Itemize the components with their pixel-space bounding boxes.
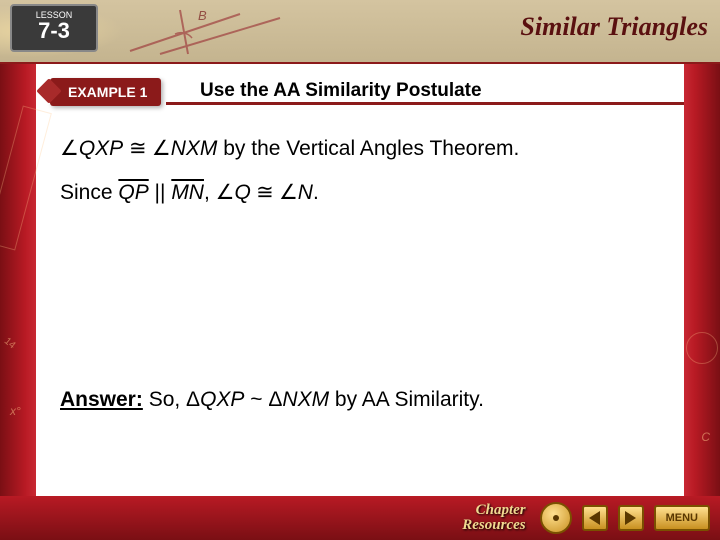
- chevron-right-icon: [625, 511, 636, 525]
- resources-disc-icon[interactable]: [540, 502, 572, 534]
- left-decor-x: x°: [10, 404, 21, 418]
- triangle-qxp: QXP: [200, 388, 244, 411]
- right-sidebar: C: [684, 64, 720, 496]
- example-underline: [166, 102, 684, 105]
- answer-block: Answer: So, ΔQXP ~ ΔNXM by AA Similarity…: [60, 388, 664, 412]
- segment-mn: MN: [171, 181, 204, 204]
- left-sidebar: 14 x°: [0, 64, 36, 496]
- angle-nxm: NXM: [171, 137, 218, 160]
- chapter-title: Similar Triangles: [520, 12, 708, 42]
- menu-button[interactable]: MENU: [654, 505, 710, 531]
- geom-label-b: B: [198, 8, 207, 23]
- example-badge: EXAMPLE 1: [50, 78, 161, 106]
- bottom-toolbar: Chapter Resources MENU: [0, 496, 720, 540]
- angle-symbol: ∠: [60, 136, 79, 160]
- parallel-symbol: ||: [149, 181, 172, 204]
- proof-line-1: ∠QXP ≅ ∠NXM by the Vertical Angles Theor…: [60, 132, 664, 166]
- angle-symbol: ∠: [216, 180, 235, 204]
- proof-content: ∠QXP ≅ ∠NXM by the Vertical Angles Theor…: [60, 132, 664, 249]
- lesson-number: 7-3: [38, 18, 70, 43]
- angle-n: N: [298, 181, 313, 204]
- chapter-resources-label: Chapter Resources: [462, 503, 525, 533]
- answer-label: Answer:: [60, 388, 143, 411]
- segment-qp: QP: [118, 181, 148, 204]
- angle-symbol: ∠: [152, 136, 171, 160]
- answer-suffix: by AA Similarity.: [329, 388, 484, 411]
- example-title: Use the AA Similarity Postulate: [200, 80, 482, 102]
- angle-q: Q: [234, 181, 250, 204]
- similar-symbol: ~ Δ: [244, 388, 282, 411]
- top-banner: LESSON 7-3 B Similar Triangles: [0, 0, 720, 64]
- triangle-nxm: NXM: [282, 388, 329, 411]
- angle-qxp: QXP: [79, 137, 123, 160]
- since-text: Since: [60, 181, 118, 204]
- proof-line-2: Since QP || MN, ∠Q ≅ ∠N.: [60, 176, 664, 210]
- congruent-symbol: ≅: [251, 180, 279, 204]
- chevron-left-icon: [589, 511, 600, 525]
- geometry-decoration: B: [120, 6, 320, 56]
- right-decor-c: C: [701, 430, 710, 444]
- answer-prefix: So, Δ: [143, 388, 200, 411]
- slide-root: LESSON 7-3 B Similar Triangles 14 x° C E…: [0, 0, 720, 540]
- left-decor-num: 14: [2, 336, 18, 352]
- next-button[interactable]: [618, 505, 644, 531]
- angle-symbol: ∠: [279, 180, 298, 204]
- comma: ,: [204, 181, 216, 204]
- reason-1: by the Vertical Angles Theorem.: [217, 137, 519, 160]
- prev-button[interactable]: [582, 505, 608, 531]
- example-header: EXAMPLE 1 Use the AA Similarity Postulat…: [36, 78, 684, 112]
- lesson-badge: LESSON 7-3: [10, 4, 98, 52]
- period: .: [313, 181, 319, 204]
- congruent-symbol: ≅: [129, 136, 152, 160]
